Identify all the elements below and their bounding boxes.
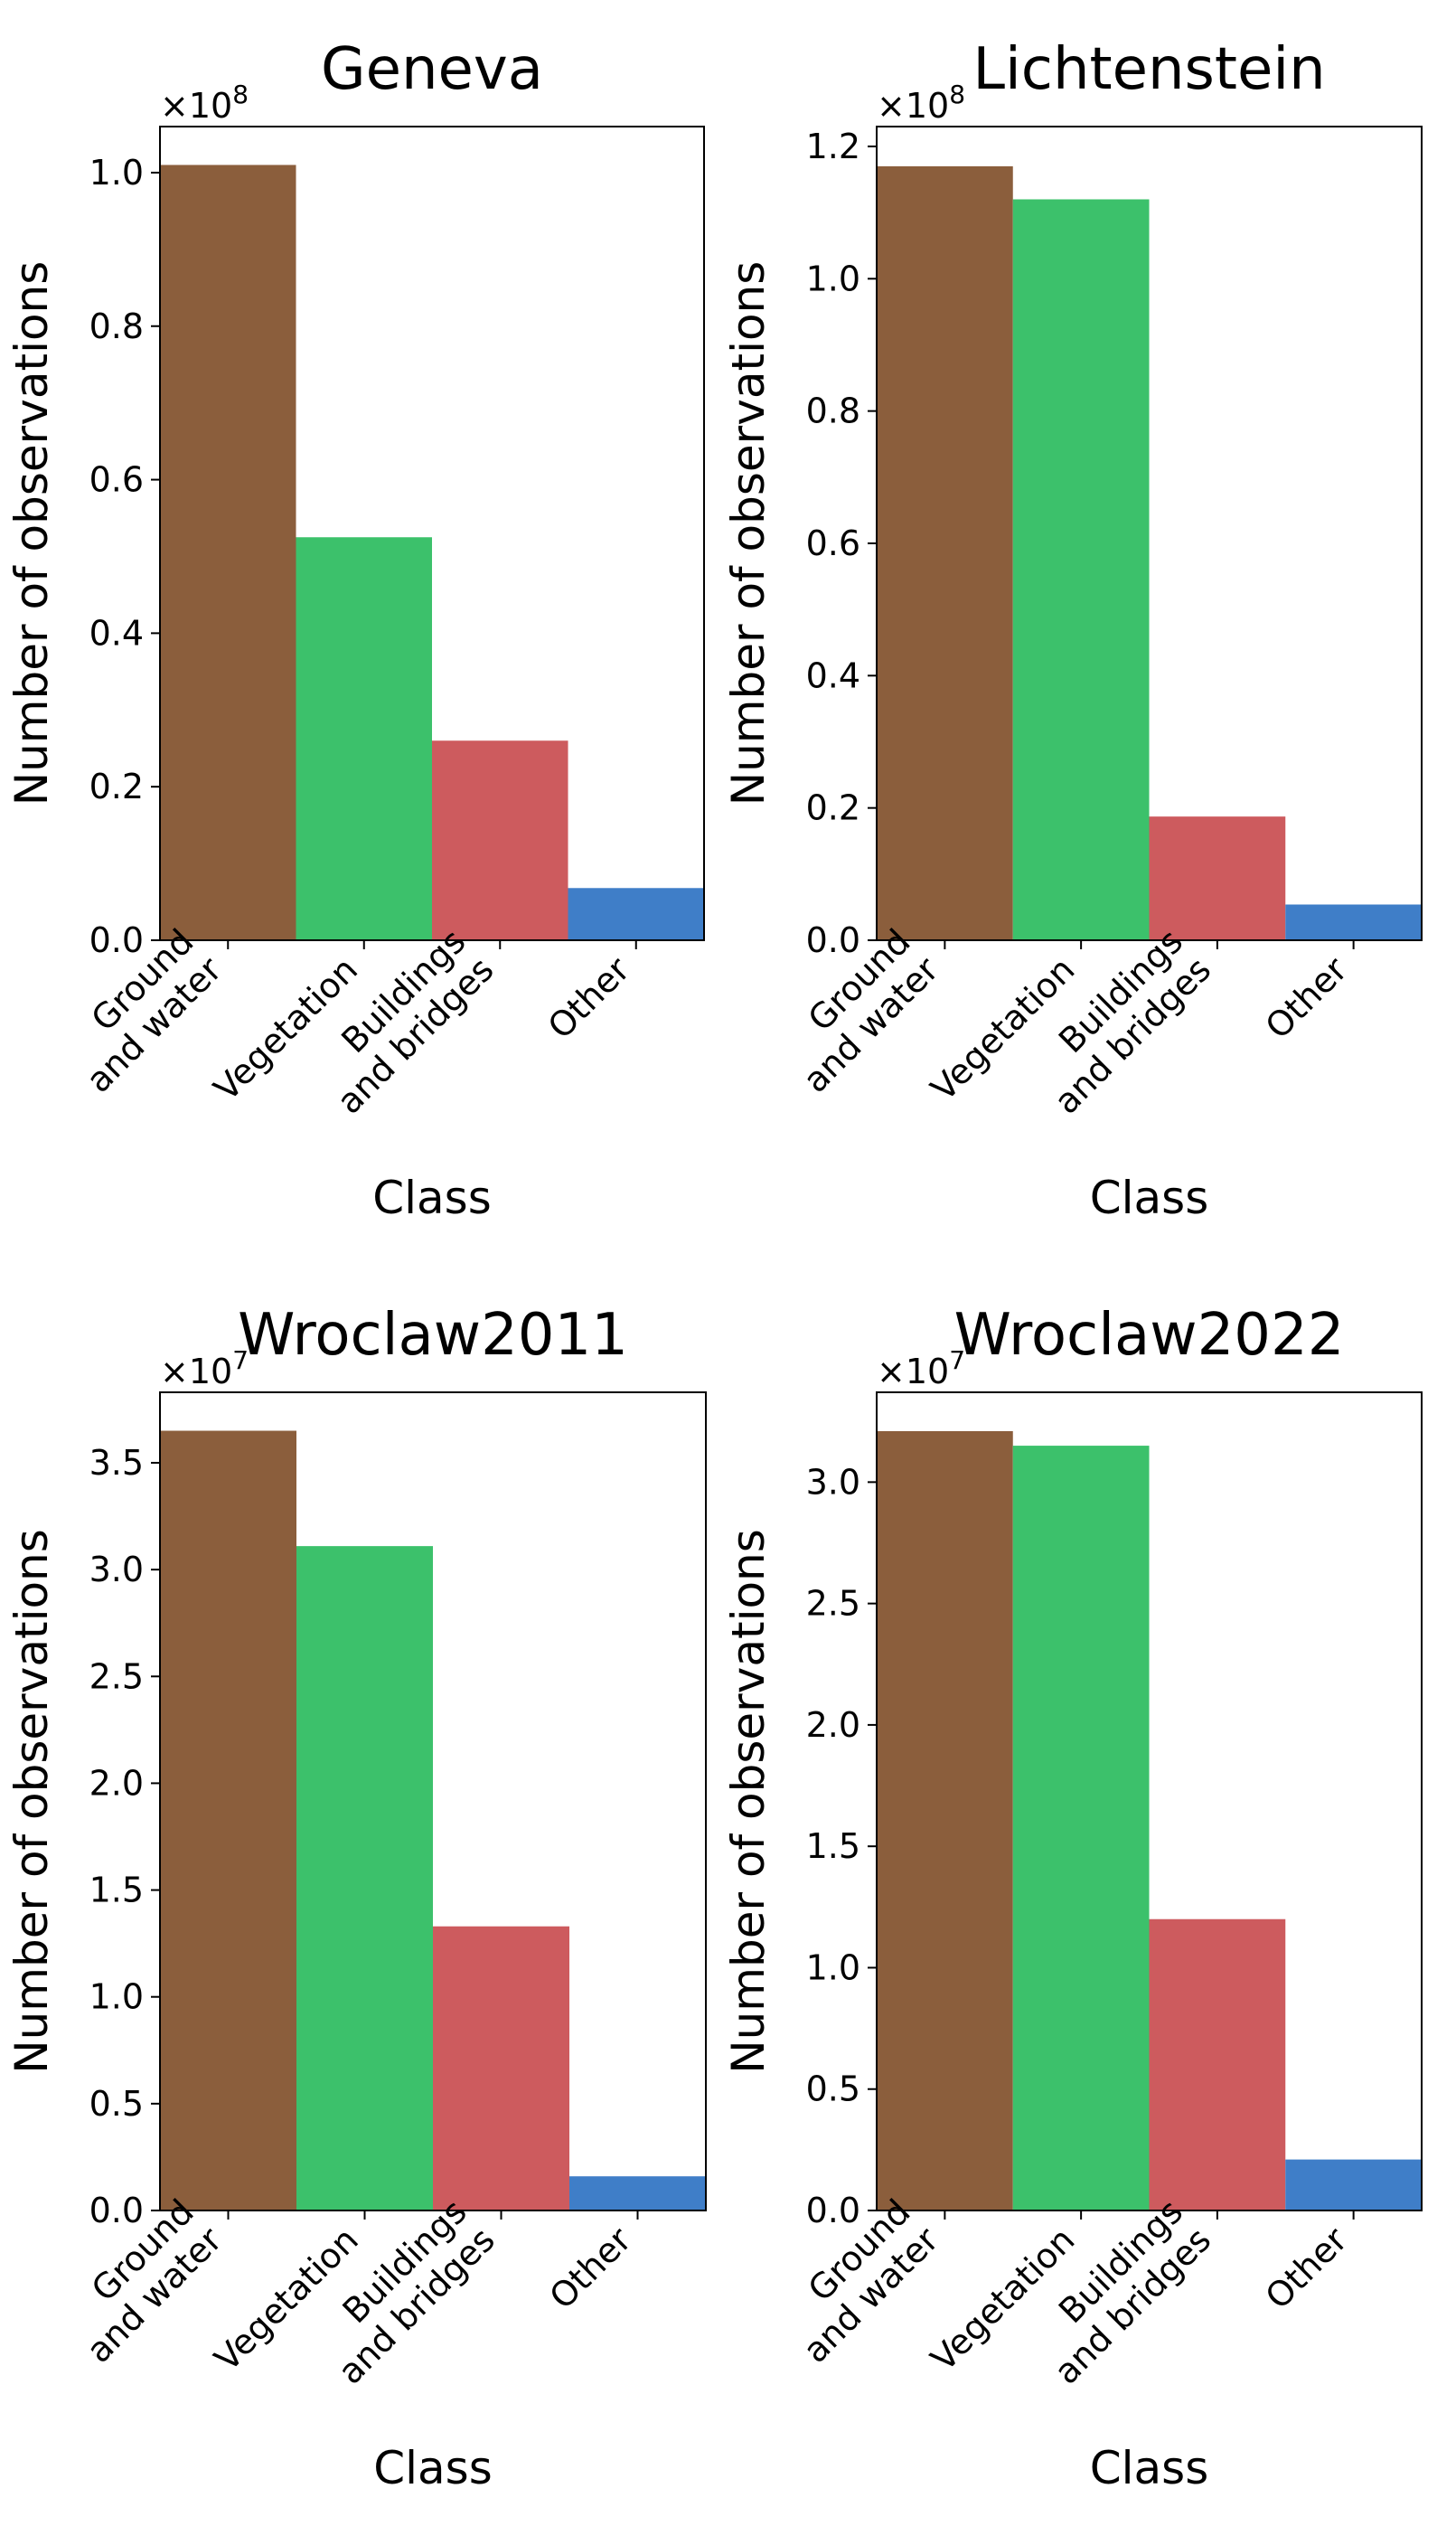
y-tick-label: 3.0 bbox=[89, 1550, 144, 1589]
y-tick-label: 0.0 bbox=[89, 920, 144, 960]
x-axis-label: Class bbox=[372, 1172, 492, 1224]
axes-frame bbox=[159, 126, 705, 941]
bar-2 bbox=[1149, 816, 1286, 940]
bar-0 bbox=[160, 165, 296, 941]
y-tick-label: 0.5 bbox=[806, 2069, 860, 2109]
chart-title: Wroclaw2011 bbox=[238, 1302, 628, 1369]
axes-frame bbox=[876, 126, 1423, 941]
bar-2 bbox=[1149, 1918, 1286, 2210]
y-tick-label: 1.5 bbox=[806, 1826, 860, 1866]
y-tick-label: 1.2 bbox=[806, 127, 860, 166]
x-axis-label: Class bbox=[1090, 2442, 1209, 2494]
y-tick-label: 0.5 bbox=[89, 2084, 144, 2124]
bar-3 bbox=[1285, 904, 1422, 940]
y-tick-label: 0.6 bbox=[806, 523, 860, 563]
axis-offset-label: ×107 bbox=[877, 1345, 965, 1391]
y-tick-label: 0.2 bbox=[89, 767, 144, 806]
y-tick-label: 0.2 bbox=[806, 788, 860, 828]
y-tick-label: 0.0 bbox=[806, 920, 860, 960]
x-tick-label: Buildingsand bridges bbox=[302, 2192, 503, 2392]
bar-0 bbox=[877, 165, 1013, 940]
x-axis-label: Class bbox=[1090, 1172, 1209, 1224]
bar-0 bbox=[877, 1430, 1013, 2210]
axes-frame bbox=[876, 1391, 1423, 2211]
x-tick-label: Other bbox=[541, 2220, 639, 2317]
y-tick-label: 2.5 bbox=[806, 1584, 860, 1624]
y-tick-label: 3.0 bbox=[806, 1462, 860, 1502]
bar-1 bbox=[1012, 199, 1150, 941]
bar-1 bbox=[296, 537, 432, 940]
x-tick-label: Other bbox=[1258, 2220, 1356, 2317]
y-tick-label: 0.0 bbox=[89, 2191, 144, 2230]
axis-offset-label: ×108 bbox=[160, 80, 249, 126]
y-tick-label: 3.5 bbox=[89, 1443, 144, 1483]
bar-2 bbox=[432, 740, 568, 940]
y-tick-label: 1.0 bbox=[89, 1977, 144, 2017]
y-tick-label: 1.0 bbox=[89, 153, 144, 193]
x-axis-label: Class bbox=[373, 2442, 493, 2494]
y-axis-label: Number of observations bbox=[5, 1529, 58, 2074]
y-tick-label: 2.0 bbox=[806, 1705, 860, 1745]
bar-0 bbox=[160, 1430, 296, 2210]
y-tick-label: 0.6 bbox=[89, 460, 144, 500]
bar-1 bbox=[1012, 1446, 1150, 2210]
y-axis-label: Number of observations bbox=[5, 261, 58, 806]
y-tick-label: 1.0 bbox=[806, 1947, 860, 1987]
y-axis-label: Number of observations bbox=[722, 1529, 775, 2074]
x-tick-label: Other bbox=[1258, 949, 1356, 1047]
bar-3 bbox=[568, 888, 704, 940]
y-tick-label: 0.4 bbox=[806, 655, 860, 695]
x-tick-label: Other bbox=[540, 949, 638, 1047]
x-tick-label: Buildingsand bridges bbox=[1019, 921, 1219, 1122]
y-tick-label: 2.5 bbox=[89, 1656, 144, 1696]
y-tick-label: 0.8 bbox=[89, 306, 144, 346]
bar-3 bbox=[569, 2176, 706, 2210]
y-tick-label: 0.8 bbox=[806, 391, 860, 431]
x-tick-label: Buildingsand bridges bbox=[301, 921, 502, 1122]
y-tick-label: 1.0 bbox=[806, 259, 860, 298]
bar-1 bbox=[296, 1546, 433, 2210]
chart-title: Geneva bbox=[321, 36, 543, 103]
y-tick-label: 1.5 bbox=[89, 1871, 144, 1910]
y-tick-label: 0.4 bbox=[89, 613, 144, 653]
y-tick-label: 0.0 bbox=[806, 2191, 860, 2230]
bar-3 bbox=[1285, 2159, 1422, 2210]
chart-title: Lichtenstein bbox=[972, 36, 1325, 103]
y-tick-label: 2.0 bbox=[89, 1763, 144, 1803]
axes-frame bbox=[159, 1391, 707, 2211]
axis-offset-label: ×108 bbox=[877, 80, 965, 126]
chart-title: Wroclaw2022 bbox=[954, 1302, 1345, 1369]
y-axis-label: Number of observations bbox=[722, 261, 775, 806]
x-tick-label: Buildingsand bridges bbox=[1019, 2192, 1219, 2392]
bar-2 bbox=[433, 1926, 569, 2210]
axis-offset-label: ×107 bbox=[160, 1345, 249, 1391]
